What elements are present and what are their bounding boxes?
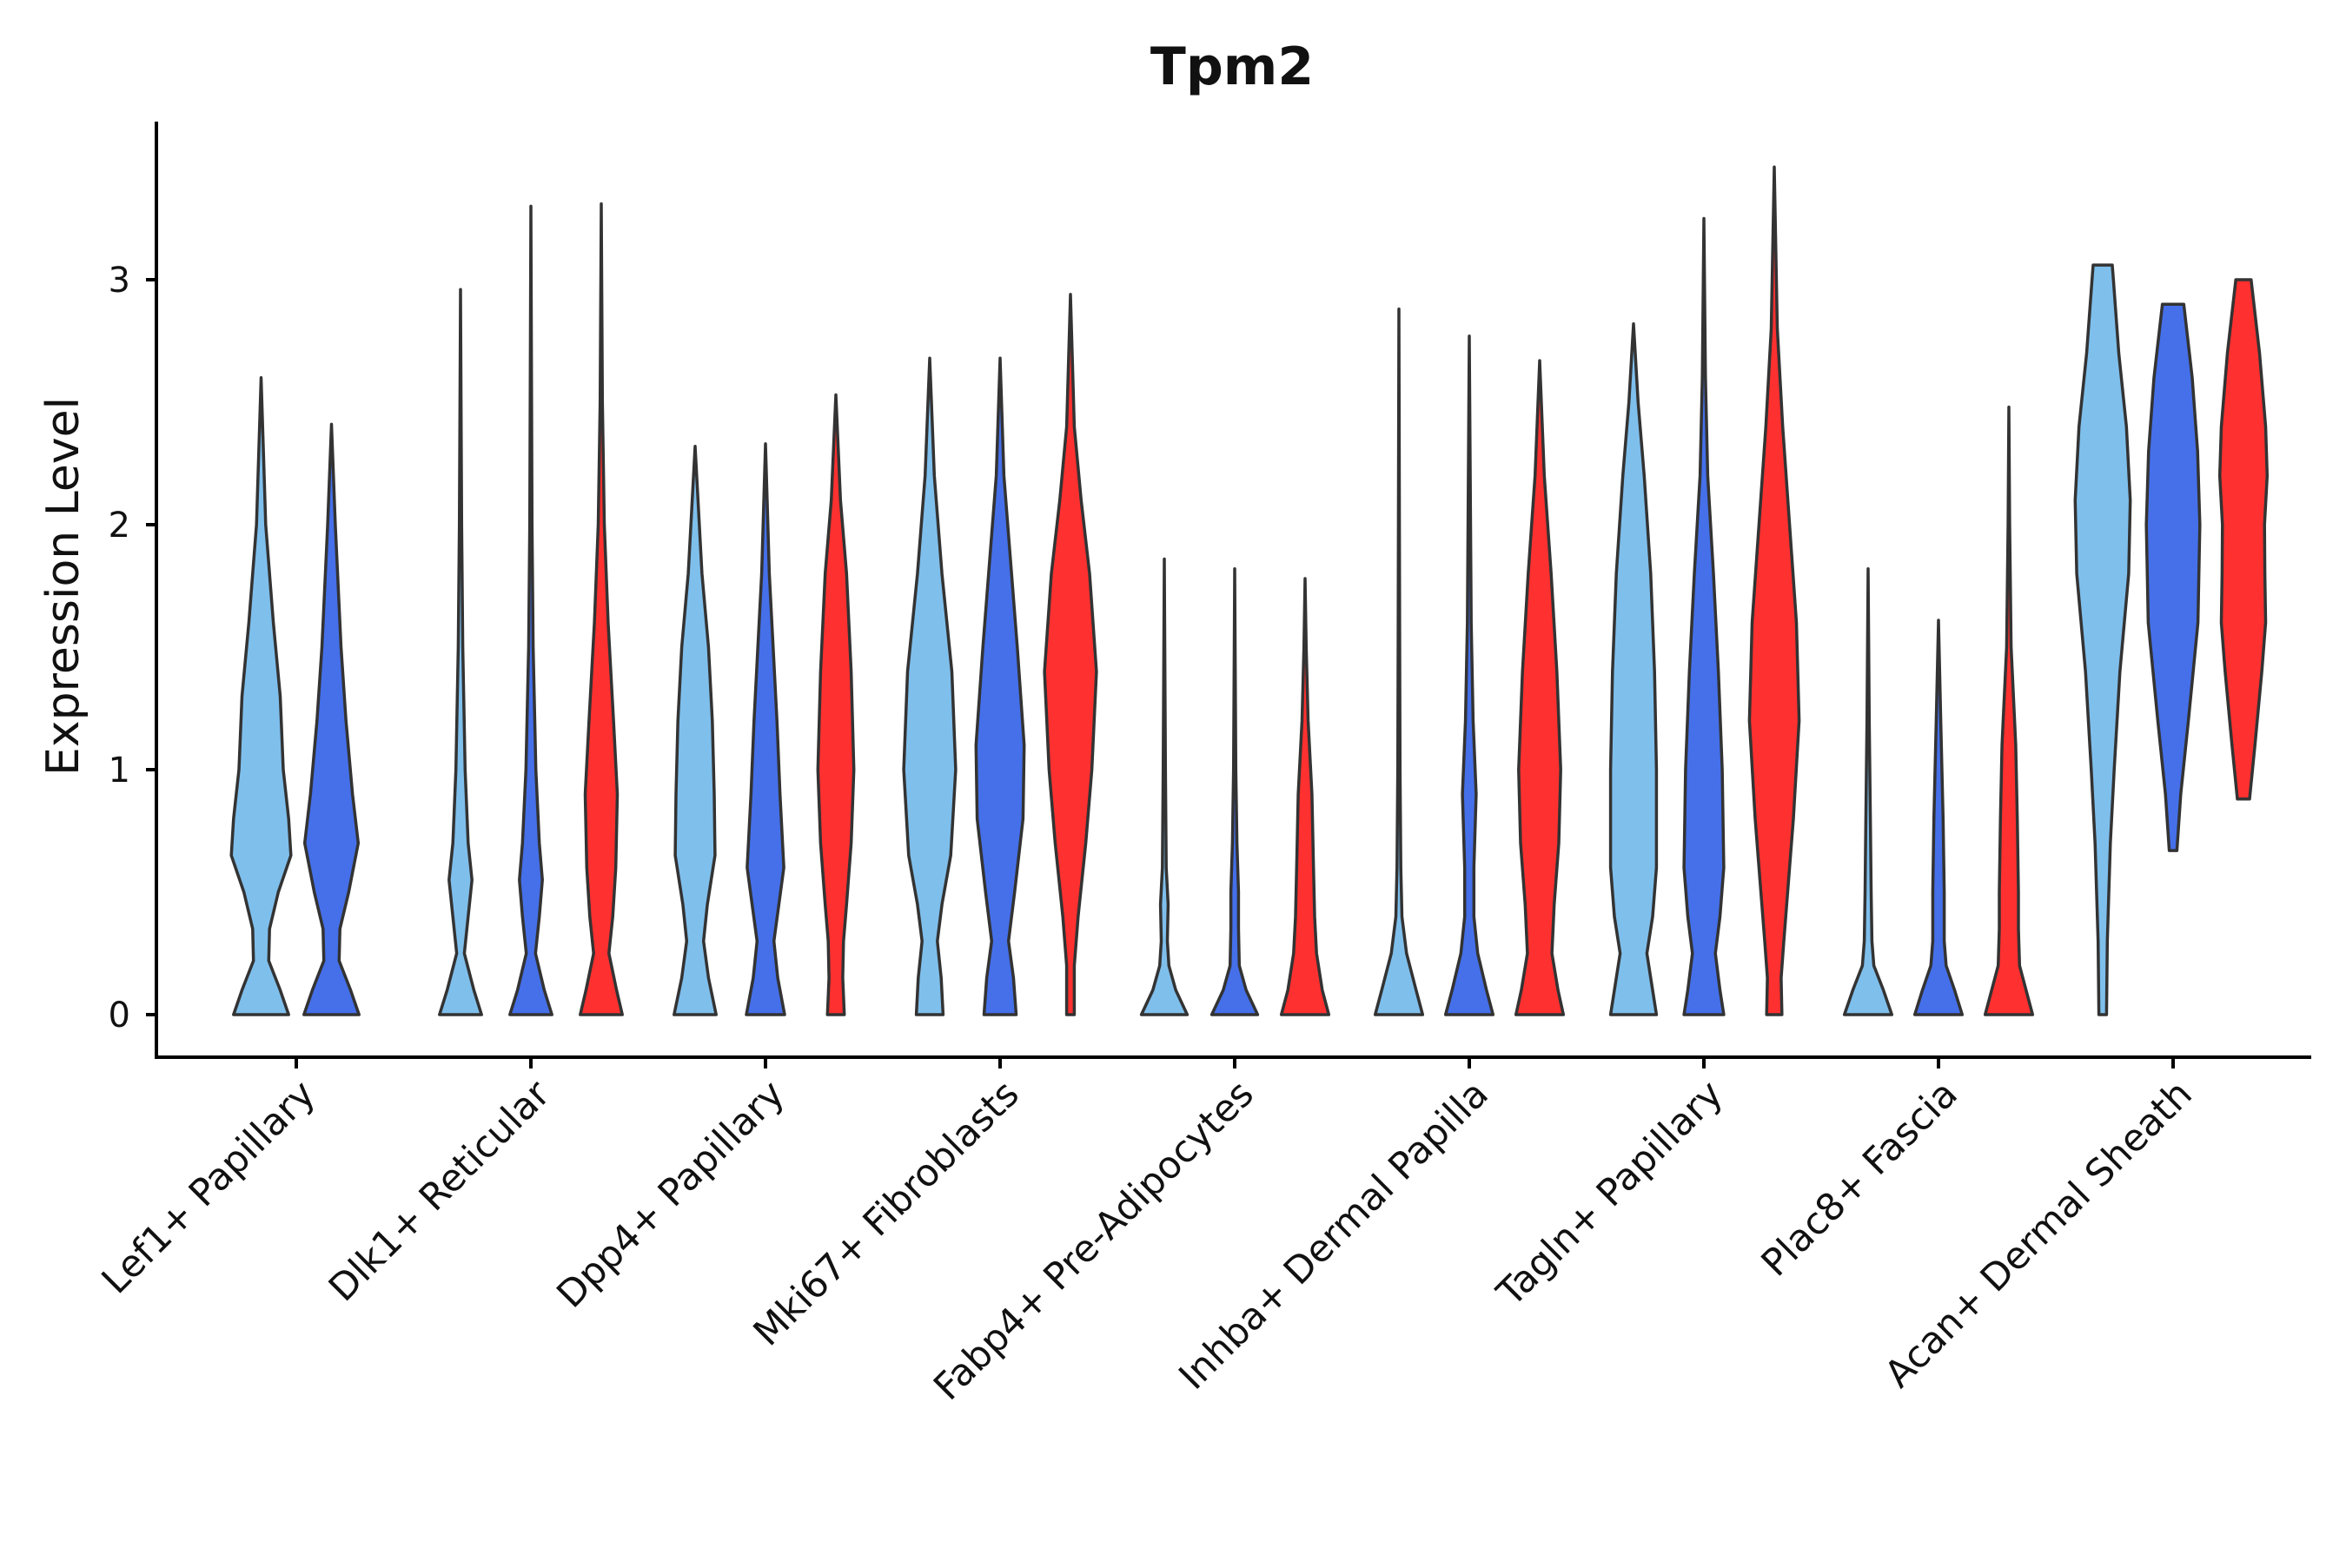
y-tick-label: 1 xyxy=(109,751,130,791)
chart-title: Tpm2 xyxy=(1150,36,1314,97)
violin-red xyxy=(1514,359,1566,1016)
violin-light_blue xyxy=(229,376,293,1016)
violin-red xyxy=(1983,405,2035,1016)
x-tick-label: Plac8+ Fascia xyxy=(1753,1072,1966,1285)
violin-red xyxy=(1043,293,1098,1016)
violin-light_blue xyxy=(1139,557,1190,1016)
x-tick-label: Tagln+ Papillary xyxy=(1488,1072,1732,1315)
violin-blue xyxy=(974,356,1026,1016)
violin-light_blue xyxy=(438,288,483,1016)
violin-red xyxy=(1279,577,1331,1016)
violin-light_blue xyxy=(2073,263,2132,1016)
violin-blue xyxy=(1912,619,1965,1016)
violin-red xyxy=(579,202,624,1016)
violin-light_blue xyxy=(1842,567,1894,1016)
x-tick-label: Mki67+ Fibroblasts xyxy=(746,1072,1028,1354)
violin-blue xyxy=(1443,334,1495,1016)
violin-light_blue xyxy=(1608,322,1659,1016)
y-axis-label: Expression Level xyxy=(37,397,89,776)
violin-blue xyxy=(745,442,786,1016)
violin-red xyxy=(1747,165,1801,1016)
violin-blue xyxy=(302,422,361,1016)
violin-blue xyxy=(508,204,553,1016)
violin-red xyxy=(2217,278,2270,801)
violin-blue xyxy=(1209,567,1260,1016)
x-tick-label: Dlk1+ Reticular xyxy=(321,1072,559,1310)
y-tick-label: 3 xyxy=(109,261,130,301)
violin-light_blue xyxy=(1373,308,1425,1016)
violin-red xyxy=(816,393,856,1016)
violin-light_blue xyxy=(902,356,958,1016)
violin-blue xyxy=(2144,302,2202,852)
y-axis-ticks: 0 1 2 3 xyxy=(109,261,156,1035)
x-tick-label: Lef1+ Papillary xyxy=(94,1072,324,1302)
violins-layer xyxy=(229,165,2270,1016)
violin-light_blue xyxy=(673,445,718,1016)
y-tick-label: 2 xyxy=(109,506,130,546)
y-tick-label: 0 xyxy=(109,996,130,1035)
x-tick-label: Dpp4+ Papillary xyxy=(549,1072,793,1316)
violin-blue xyxy=(1682,216,1726,1016)
